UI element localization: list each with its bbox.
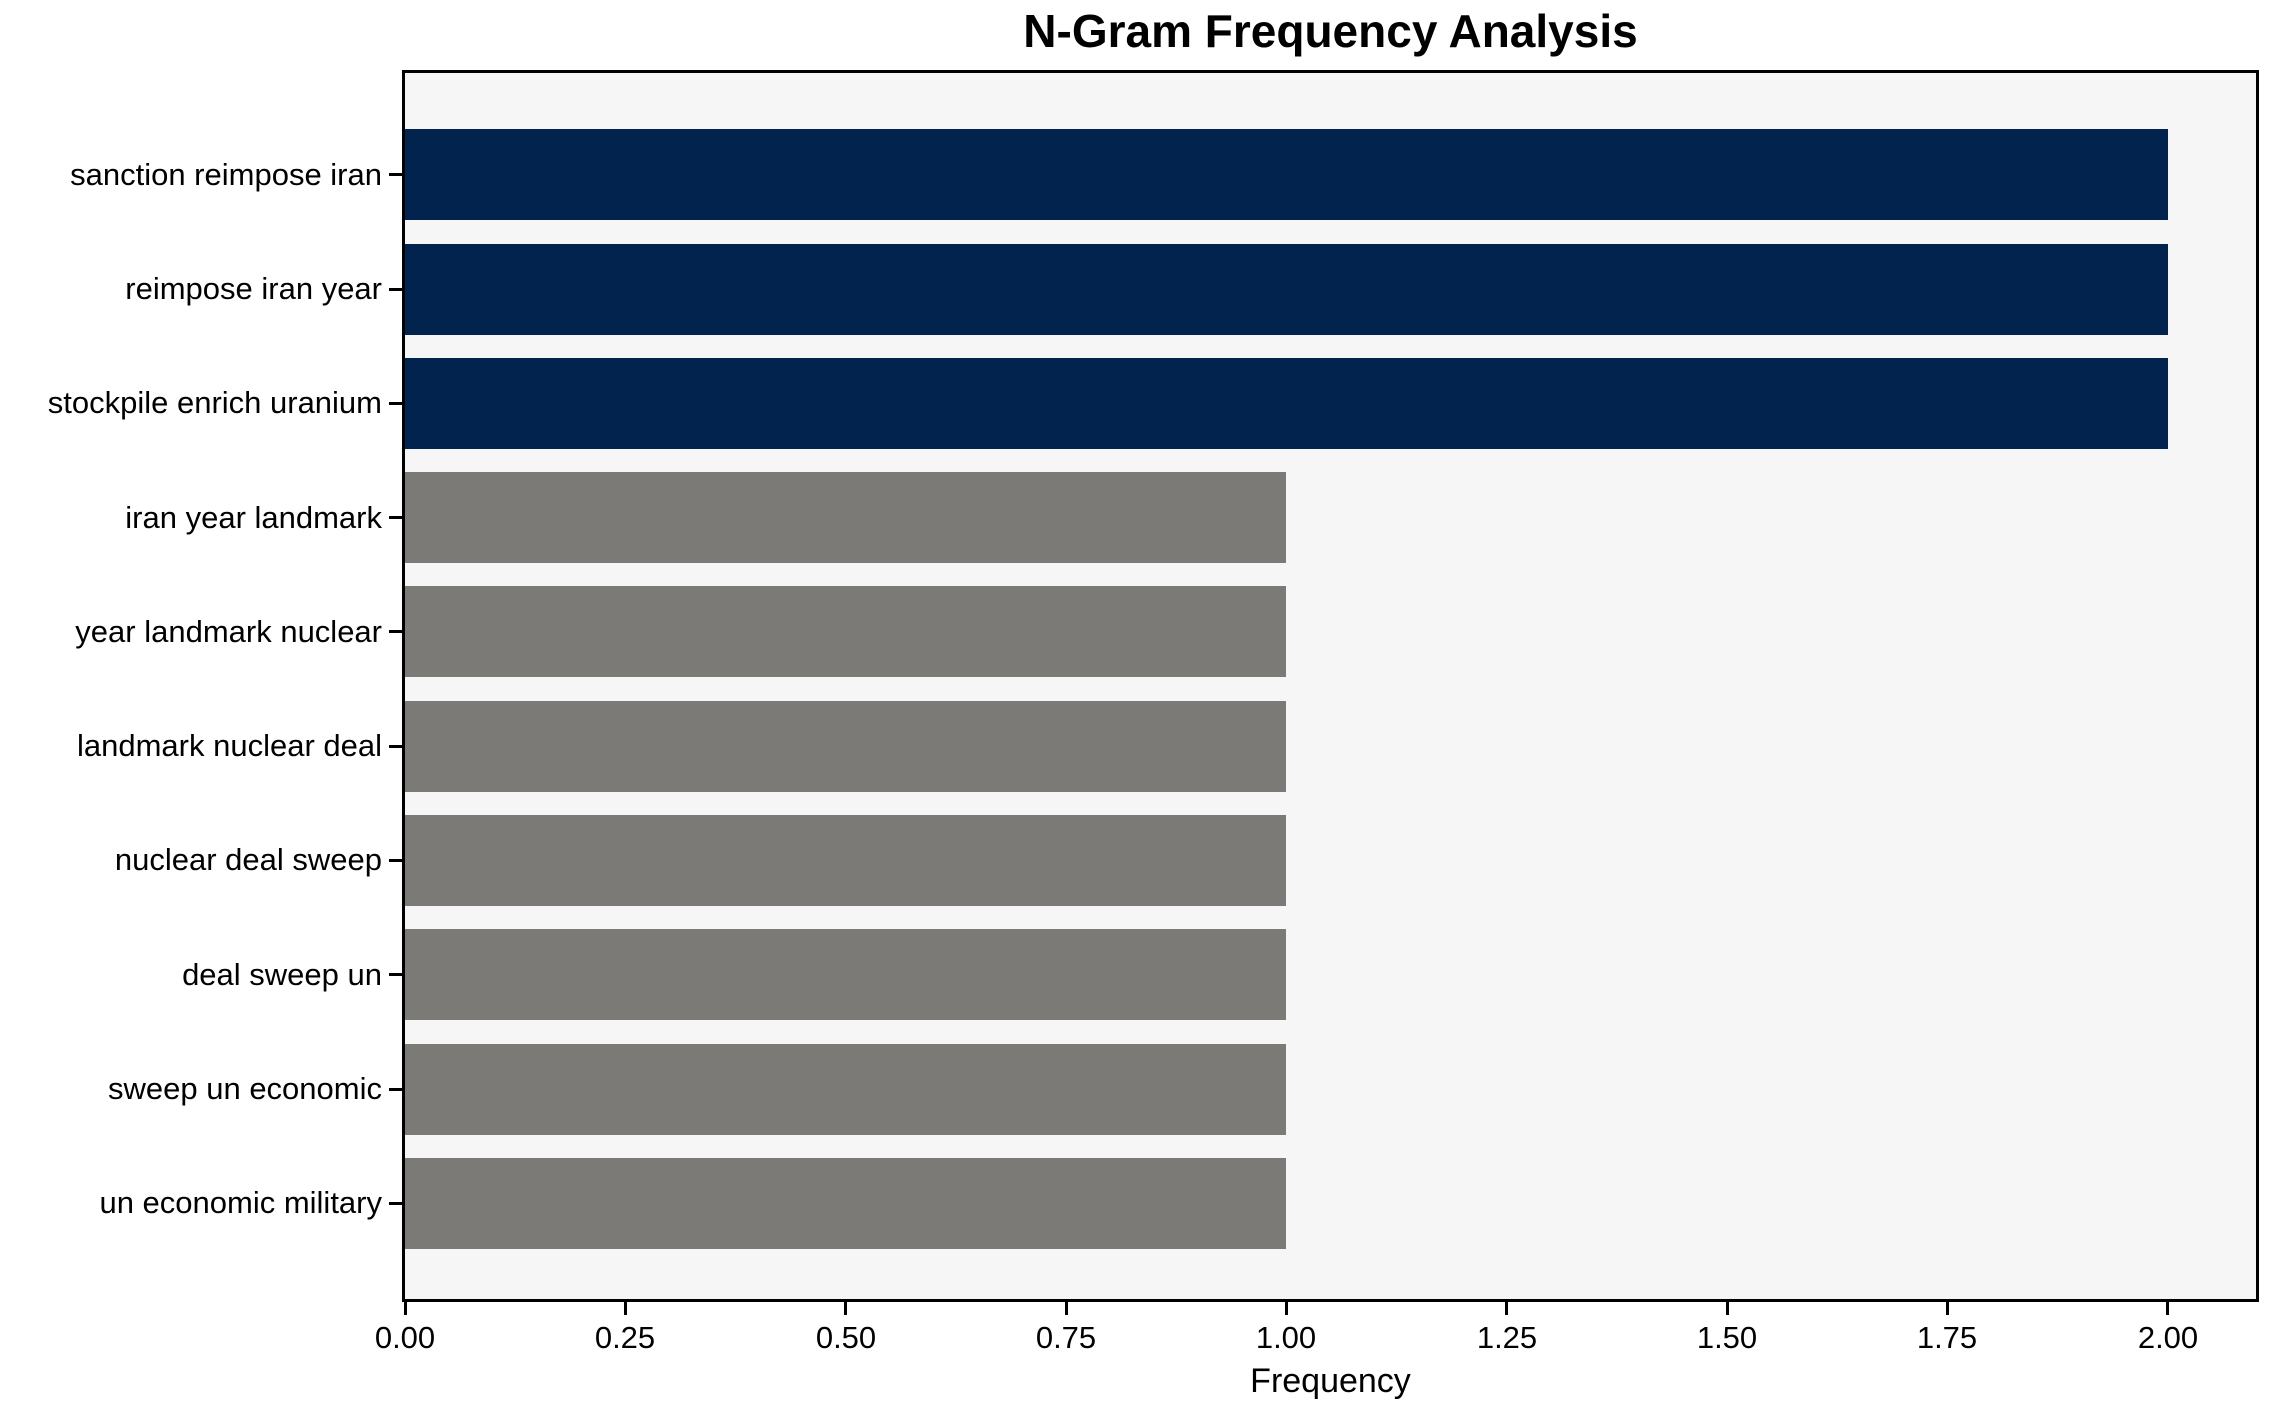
y-tick-mark	[389, 859, 402, 862]
y-tick-label: year landmark nuclear	[75, 614, 382, 649]
y-tick-label: reimpose iran year	[125, 271, 382, 306]
x-tick-mark	[1946, 1302, 1949, 1315]
y-tick-mark	[389, 1202, 402, 1205]
x-tick-label: 0.50	[815, 1320, 877, 1355]
bar-year-landmark-nuclear	[405, 586, 1287, 677]
y-tick-label: deal sweep un	[182, 957, 382, 992]
plot-area	[402, 70, 2259, 1302]
x-tick-label: 1.50	[1696, 1320, 1758, 1355]
y-tick-label: sweep un economic	[108, 1071, 382, 1106]
x-tick-mark	[624, 1302, 627, 1315]
bar-nuclear-deal-sweep	[405, 815, 1287, 906]
y-tick-mark	[389, 288, 402, 291]
x-axis-title: Frequency	[1250, 1362, 1411, 1400]
y-tick-mark	[389, 630, 402, 633]
y-tick-label: iran year landmark	[125, 500, 382, 535]
y-tick-mark	[389, 173, 402, 176]
y-tick-mark	[389, 973, 402, 976]
x-tick-mark	[1065, 1302, 1068, 1315]
y-tick-label: sanction reimpose iran	[70, 157, 382, 192]
bar-sanction-reimpose-iran	[405, 129, 2168, 220]
x-tick-label: 1.75	[1916, 1320, 1978, 1355]
bar-sweep-un-economic	[405, 1044, 1287, 1135]
bar-landmark-nuclear-deal	[405, 701, 1287, 792]
x-tick-label: 1.00	[1255, 1320, 1317, 1355]
y-tick-label: un economic military	[99, 1185, 382, 1220]
bar-un-economic-military	[405, 1158, 1287, 1249]
x-tick-label: 0.75	[1035, 1320, 1097, 1355]
y-tick-mark	[389, 516, 402, 519]
y-tick-label: nuclear deal sweep	[114, 842, 382, 877]
y-tick-label: stockpile enrich uranium	[47, 385, 382, 420]
bar-iran-year-landmark	[405, 472, 1287, 563]
bar-deal-sweep-un	[405, 929, 1287, 1020]
x-tick-label: 0.00	[374, 1320, 436, 1355]
chart-title: N-Gram Frequency Analysis	[1023, 5, 1638, 57]
x-tick-label: 1.25	[1476, 1320, 1538, 1355]
y-tick-mark	[389, 402, 402, 405]
y-tick-mark	[389, 1088, 402, 1091]
bar-reimpose-iran-year	[405, 244, 2168, 335]
x-tick-label: 0.25	[594, 1320, 656, 1355]
x-tick-mark	[2166, 1302, 2169, 1315]
y-tick-label: landmark nuclear deal	[76, 728, 382, 763]
x-tick-mark	[404, 1302, 407, 1315]
x-tick-mark	[1505, 1302, 1508, 1315]
bar-stockpile-enrich-uranium	[405, 358, 2168, 449]
x-tick-label: 2.00	[2137, 1320, 2199, 1355]
x-tick-mark	[1285, 1302, 1288, 1315]
x-tick-mark	[1726, 1302, 1729, 1315]
x-tick-mark	[844, 1302, 847, 1315]
y-tick-mark	[389, 745, 402, 748]
